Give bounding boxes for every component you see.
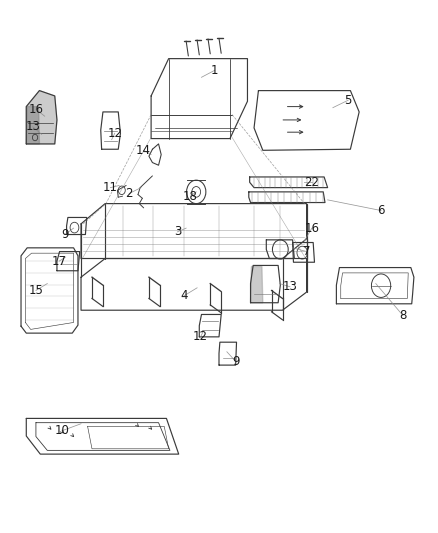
Text: 6: 6	[377, 204, 385, 217]
Text: 4: 4	[180, 289, 188, 302]
Text: 1: 1	[211, 64, 219, 77]
Text: 14: 14	[136, 144, 151, 157]
Text: 16: 16	[28, 103, 43, 116]
Text: 5: 5	[345, 94, 352, 107]
Text: 12: 12	[107, 127, 122, 140]
Text: 8: 8	[399, 309, 406, 322]
Text: 9: 9	[232, 355, 240, 368]
Text: 17: 17	[52, 255, 67, 268]
Text: 13: 13	[25, 120, 40, 133]
Text: 2: 2	[125, 187, 133, 200]
Text: 13: 13	[283, 280, 297, 293]
Text: 11: 11	[103, 181, 118, 194]
Polygon shape	[26, 107, 39, 144]
Polygon shape	[251, 266, 263, 303]
Text: 3: 3	[174, 225, 181, 238]
Text: 9: 9	[61, 228, 69, 241]
Text: 15: 15	[28, 284, 43, 297]
Text: 22: 22	[304, 176, 319, 189]
Text: 12: 12	[193, 330, 208, 343]
Text: 10: 10	[55, 424, 70, 437]
Text: 16: 16	[304, 222, 319, 235]
Text: 18: 18	[183, 190, 198, 203]
Text: 7: 7	[303, 245, 311, 258]
Polygon shape	[26, 91, 57, 144]
